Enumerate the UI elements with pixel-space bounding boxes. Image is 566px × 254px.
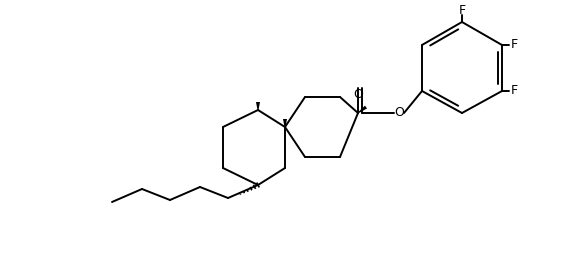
Text: O: O bbox=[353, 88, 363, 102]
Polygon shape bbox=[256, 102, 260, 110]
Text: F: F bbox=[458, 4, 466, 17]
Text: F: F bbox=[511, 39, 517, 52]
Polygon shape bbox=[283, 119, 287, 127]
Polygon shape bbox=[358, 106, 367, 113]
Text: O: O bbox=[394, 106, 404, 119]
Text: F: F bbox=[511, 85, 517, 98]
